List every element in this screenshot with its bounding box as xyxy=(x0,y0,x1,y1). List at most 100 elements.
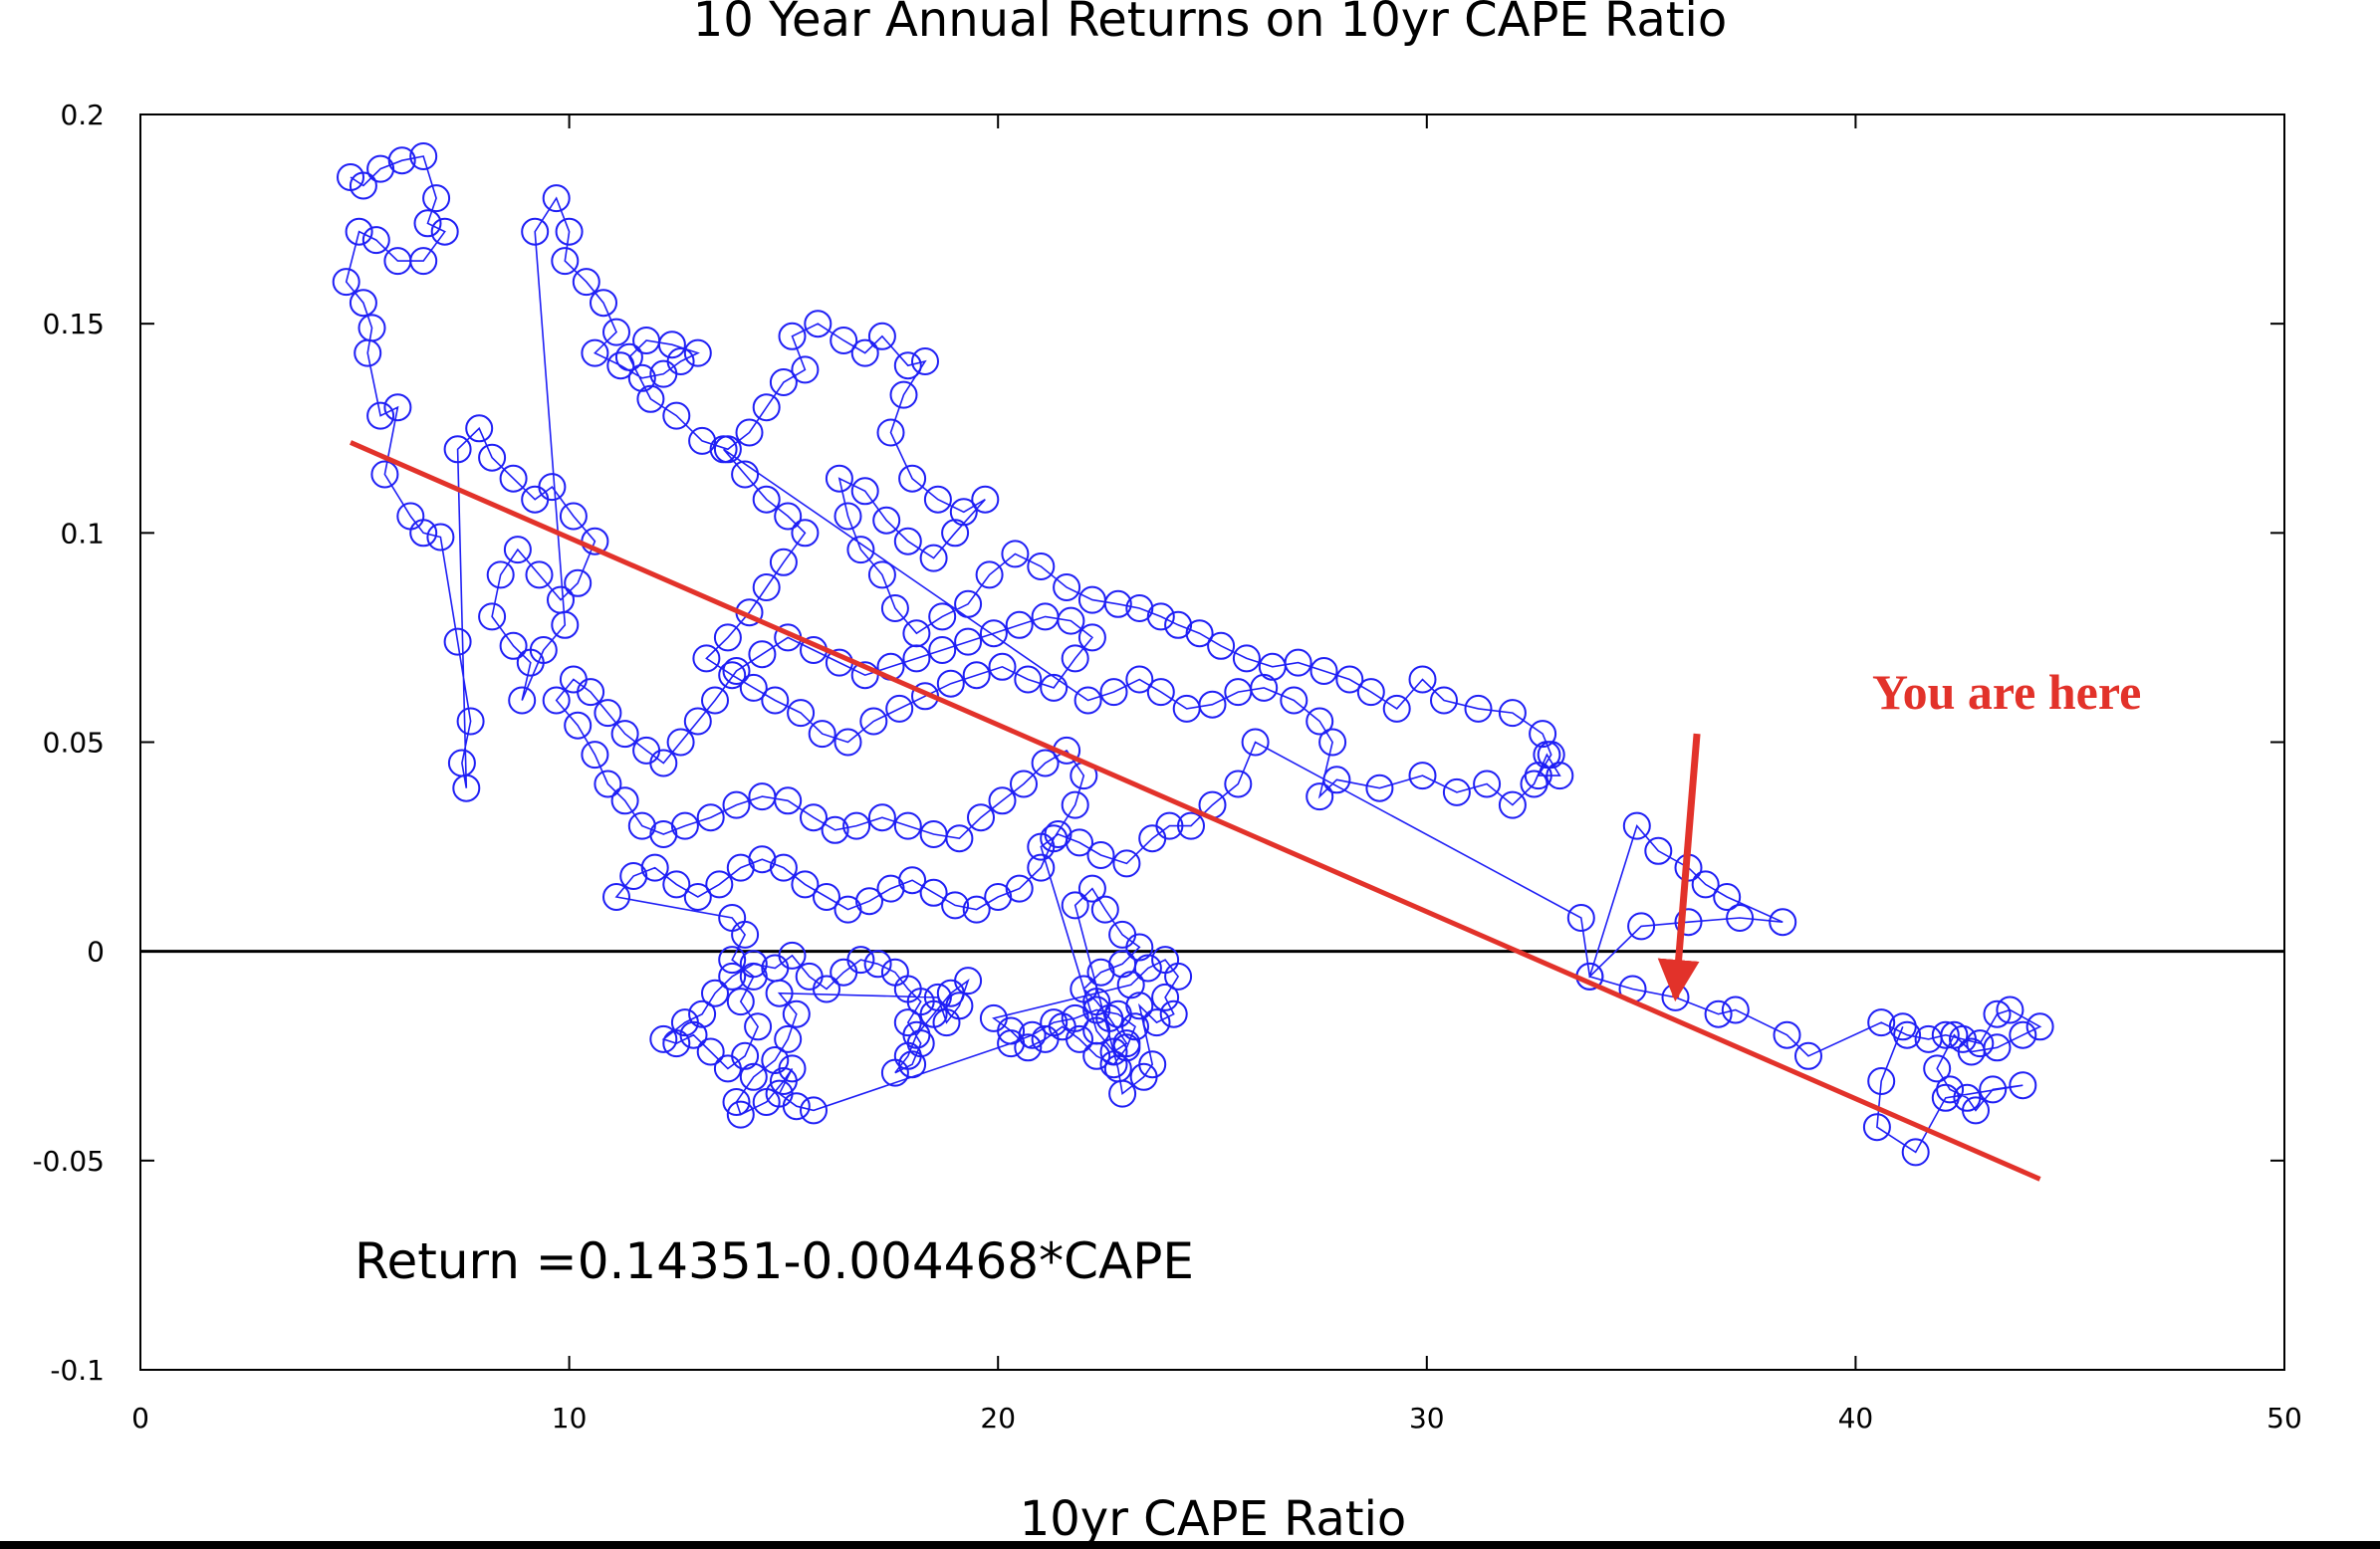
data-point-marker xyxy=(774,786,803,815)
chart-title: 10 Year Annual Returns on 10yr CAPE Rati… xyxy=(693,0,1728,48)
data-point-marker xyxy=(722,790,751,819)
data-point-marker xyxy=(962,661,991,690)
data-point-marker xyxy=(1365,774,1394,802)
data-point-marker xyxy=(696,1037,725,1066)
data-point-marker xyxy=(722,1088,751,1116)
data-point-marker xyxy=(594,770,622,798)
data-point-marker xyxy=(1224,770,1253,798)
data-point-marker xyxy=(1224,678,1253,707)
data-point-marker xyxy=(726,1100,755,1129)
data-point-marker xyxy=(889,380,918,409)
data-point-marker xyxy=(366,401,395,430)
data-point-marker xyxy=(1185,619,1214,648)
data-point-marker xyxy=(383,247,412,276)
data-point-marker xyxy=(542,686,571,715)
data-point-marker xyxy=(572,268,600,297)
data-point-marker xyxy=(1027,553,1056,580)
data-point-marker xyxy=(1674,908,1703,937)
data-point-marker xyxy=(1546,762,1574,790)
data-point-marker xyxy=(1867,1067,1896,1095)
data-point-marker xyxy=(370,460,399,489)
data-point-marker xyxy=(867,803,896,832)
data-point-marker xyxy=(945,824,974,853)
data-point-marker xyxy=(800,1096,828,1125)
data-point-marker xyxy=(954,589,983,618)
data-point-marker xyxy=(1498,790,1527,819)
data-point-marker xyxy=(1901,1138,1930,1167)
data-point-marker xyxy=(739,962,768,991)
data-point-marker xyxy=(1146,678,1175,707)
data-point-marker xyxy=(1129,1062,1158,1091)
data-point-marker xyxy=(1005,874,1034,903)
annotation-text: You are here xyxy=(1872,664,2141,720)
data-point-marker xyxy=(880,594,909,622)
data-point-marker xyxy=(1962,1096,1990,1125)
data-point-marker xyxy=(1112,849,1141,878)
data-point-marker xyxy=(1164,962,1193,991)
data-point-marker xyxy=(692,644,721,673)
data-point-marker xyxy=(1498,699,1527,728)
y-tick-label: 0.05 xyxy=(43,727,105,760)
data-point-marker xyxy=(1082,1016,1111,1045)
data-point-marker xyxy=(456,707,485,736)
data-point-marker xyxy=(683,707,712,736)
data-point-marker xyxy=(581,741,609,770)
y-tick-label: 0.15 xyxy=(43,308,105,340)
data-point-marker xyxy=(1867,1008,1896,1037)
data-point-marker xyxy=(1284,648,1312,677)
data-point-marker xyxy=(1010,770,1038,798)
data-point-marker xyxy=(919,878,948,907)
data-point-marker xyxy=(876,874,905,903)
data-point-marker xyxy=(1066,828,1093,857)
data-point-marker xyxy=(559,665,588,694)
data-point-marker xyxy=(662,401,691,430)
data-point-marker xyxy=(606,351,635,380)
data-point-marker xyxy=(551,610,580,639)
data-point-marker xyxy=(1931,1020,1960,1049)
data-point-marker xyxy=(1116,971,1145,999)
data-point-marker xyxy=(846,946,875,975)
data-point-marker xyxy=(1940,1020,1969,1049)
data-point-marker xyxy=(564,711,593,740)
data-point-marker xyxy=(1177,811,1205,840)
data-point-marker xyxy=(662,1029,691,1058)
data-point-marker xyxy=(1053,573,1081,601)
data-point-marker xyxy=(769,548,798,576)
data-point-marker xyxy=(1691,870,1720,899)
data-point-marker xyxy=(765,979,794,1007)
data-point-marker xyxy=(1125,992,1154,1020)
data-point-marker xyxy=(932,1008,961,1037)
data-point-marker xyxy=(387,146,416,175)
data-point-marker xyxy=(1086,958,1115,987)
data-point-marker xyxy=(1077,874,1106,903)
data-point-marker xyxy=(627,811,656,840)
bottom-edge-bar xyxy=(0,1541,2380,1549)
y-tick-label: 0.1 xyxy=(60,517,105,550)
data-point-marker xyxy=(670,1008,699,1037)
data-point-marker xyxy=(499,631,528,660)
data-point-marker xyxy=(1151,983,1180,1011)
data-point-marker xyxy=(739,1062,768,1091)
data-point-marker xyxy=(825,464,853,493)
data-point-marker xyxy=(778,1054,807,1083)
data-point-marker xyxy=(1306,707,1334,736)
data-point-marker xyxy=(902,1020,931,1049)
data-point-marker xyxy=(636,384,665,413)
data-point-marker xyxy=(1408,665,1437,694)
data-point-marker xyxy=(718,661,747,690)
data-point-marker xyxy=(850,338,879,367)
data-point-marker xyxy=(984,883,1013,911)
data-point-marker xyxy=(808,720,836,749)
data-point-marker xyxy=(1061,790,1089,819)
data-point-marker xyxy=(2009,1020,2037,1049)
data-point-marker xyxy=(1769,908,1797,937)
data-point-marker xyxy=(1704,999,1733,1028)
data-point-marker xyxy=(821,815,849,844)
data-point-marker xyxy=(1318,728,1347,757)
data-point-marker xyxy=(640,853,669,882)
data-point-marker xyxy=(893,351,922,380)
data-point-marker xyxy=(688,999,717,1028)
data-point-marker xyxy=(735,418,764,447)
data-point-marker xyxy=(876,418,905,447)
